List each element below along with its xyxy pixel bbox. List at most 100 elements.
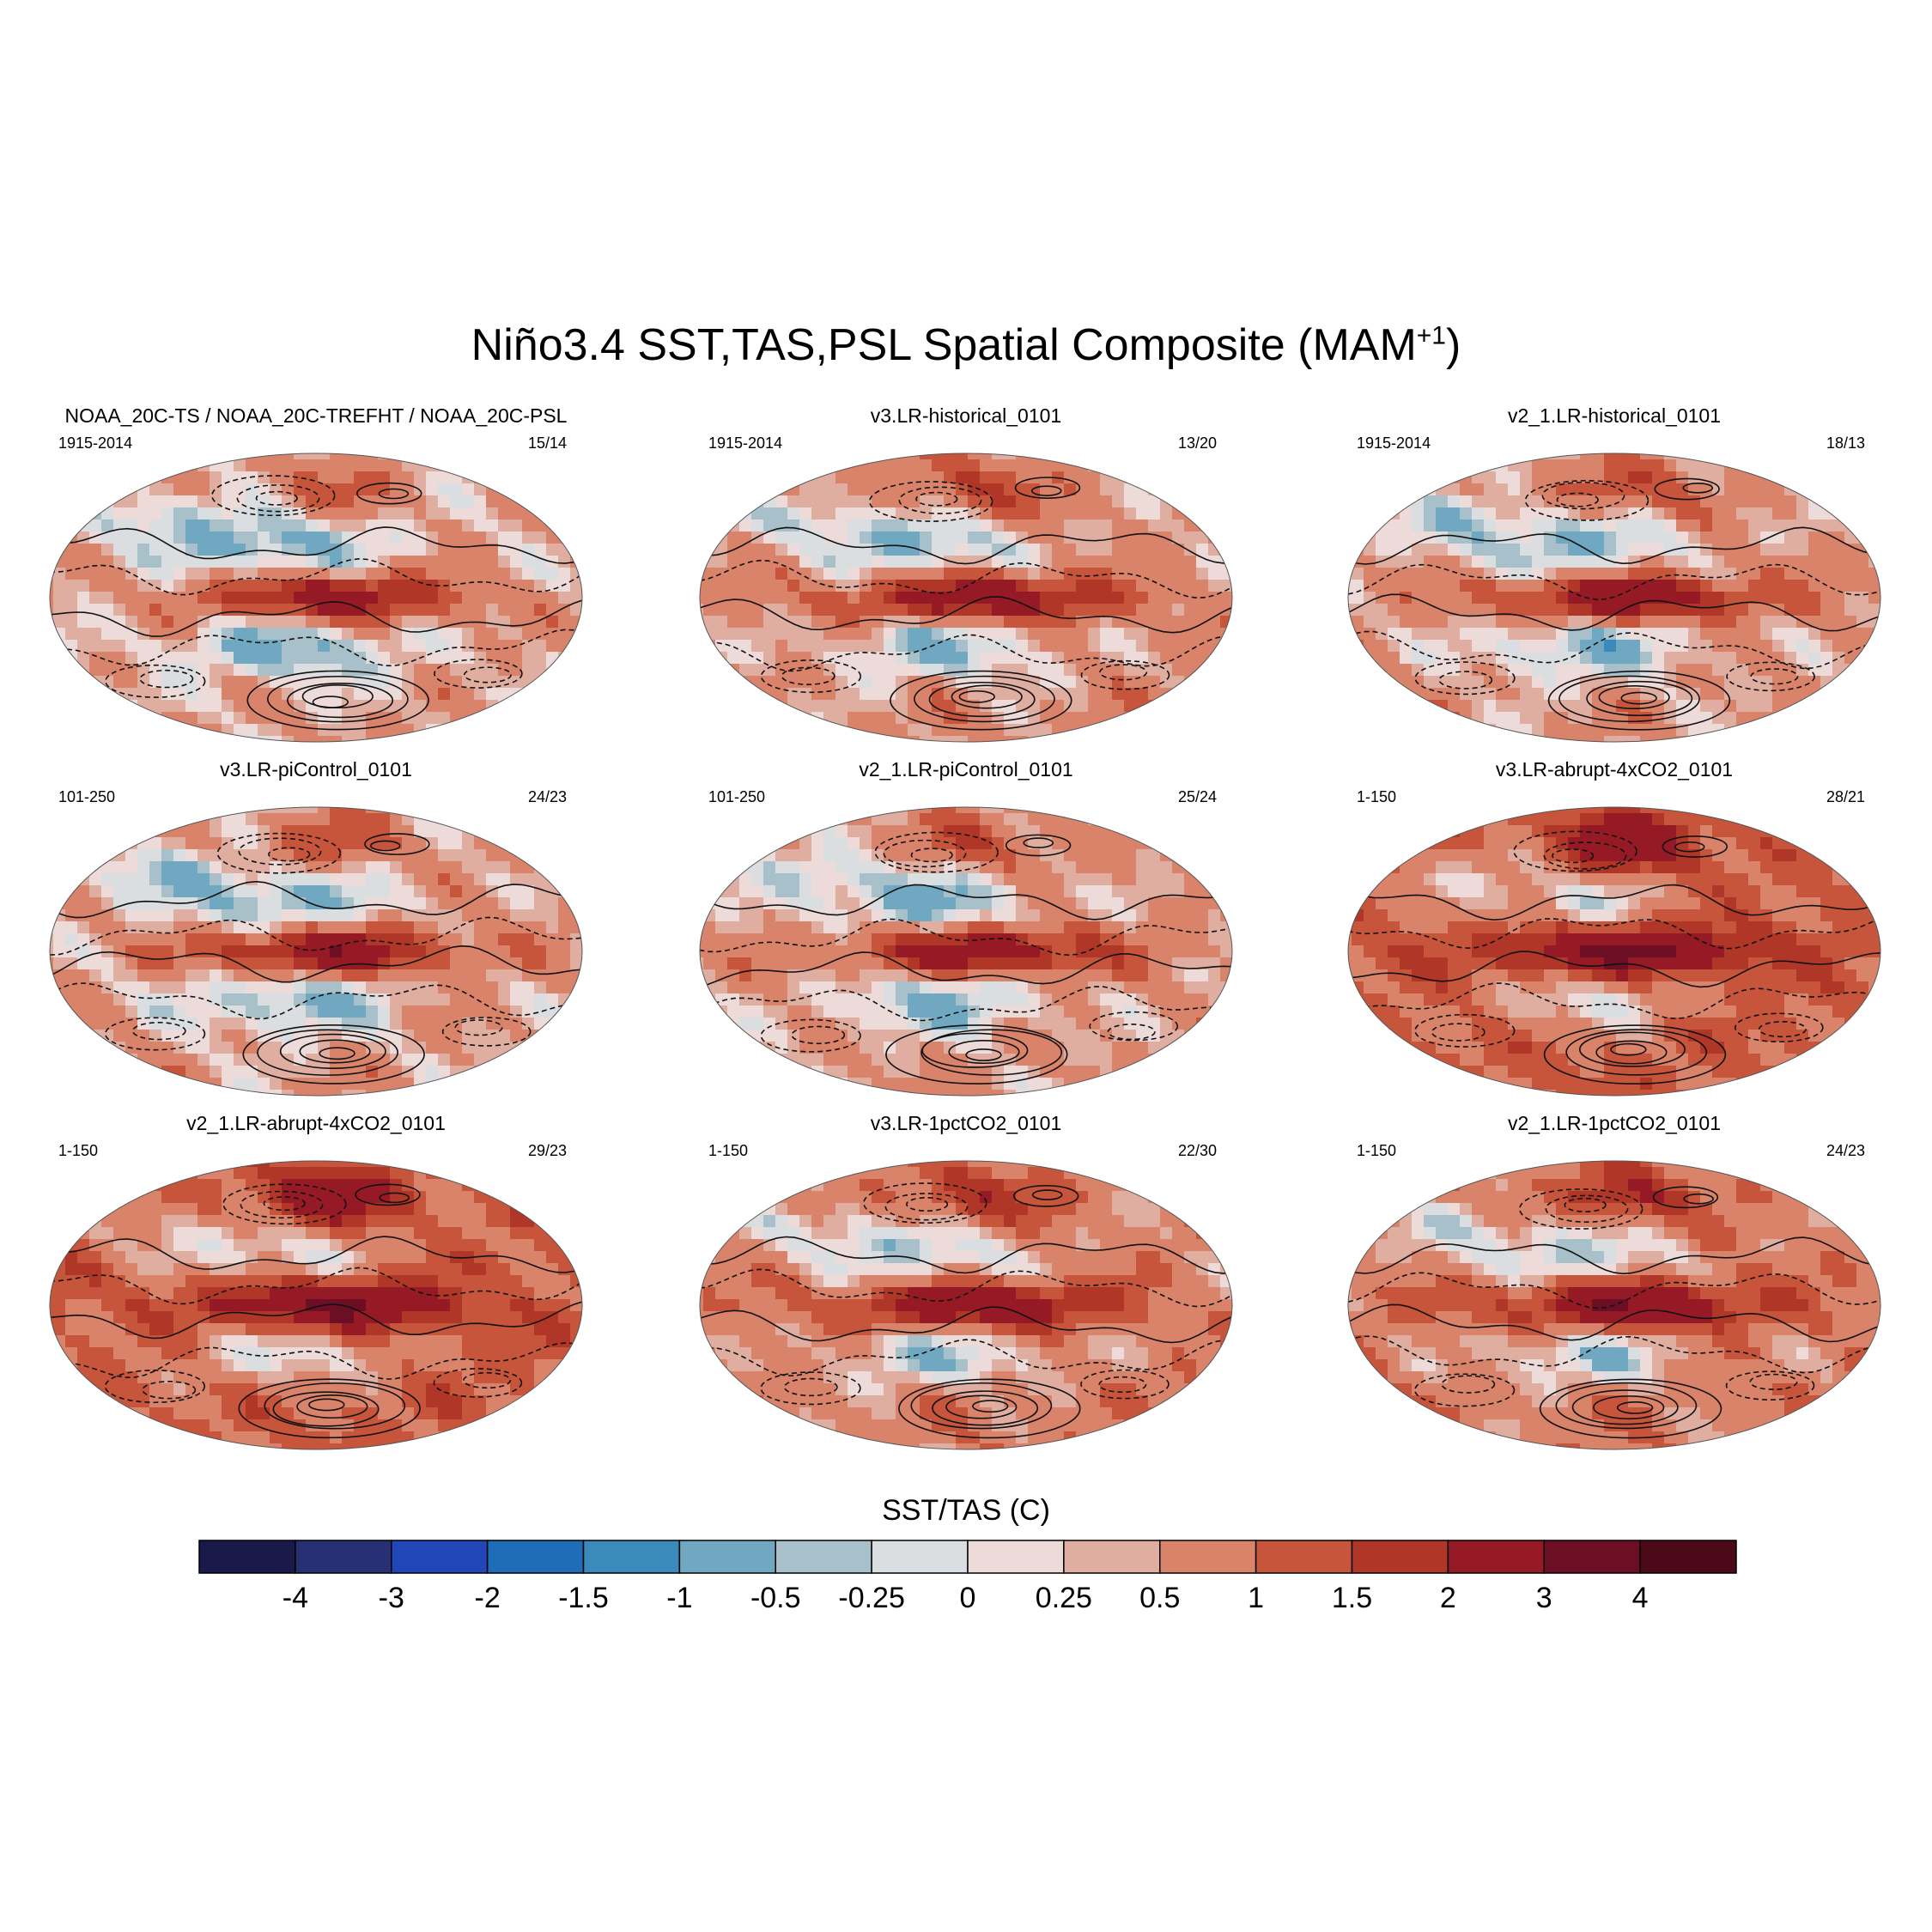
psl-contour	[236, 484, 320, 513]
colorbar-swatch	[967, 1540, 1065, 1574]
psl-contour	[299, 1039, 371, 1064]
colorbar-swatch	[391, 1540, 489, 1574]
panel-period: 101-250	[58, 788, 116, 805]
map-border	[1347, 1160, 1881, 1450]
colorbar-swatch	[775, 1540, 872, 1574]
psl-contour	[50, 880, 582, 919]
psl-contour	[1014, 477, 1081, 499]
psl-contour	[441, 1017, 532, 1047]
psl-contour	[1552, 848, 1595, 864]
colorbar-tick-label: -2	[474, 1582, 501, 1614]
psl-contour	[50, 1300, 582, 1340]
psl-contour	[1107, 1024, 1156, 1041]
map-field	[1347, 1160, 1881, 1450]
psl-contour	[1556, 492, 1599, 507]
psl-contour	[296, 1394, 368, 1419]
psl-contour	[1431, 1023, 1485, 1042]
panel-event-count: 24/23	[527, 788, 567, 805]
psl-contour	[781, 666, 835, 686]
psl-contour	[921, 1032, 1029, 1068]
map-border	[699, 453, 1233, 743]
psl-contour	[700, 526, 1232, 565]
psl-contour	[1099, 664, 1148, 681]
psl-contour	[268, 847, 311, 862]
psl-contour	[1414, 1013, 1516, 1048]
psl-contour	[890, 670, 1072, 731]
psl-contour	[1348, 593, 1880, 632]
psl-contour	[1080, 659, 1170, 690]
psl-contour	[700, 918, 1232, 957]
psl-contour	[1543, 1024, 1727, 1085]
psl-contour	[50, 945, 582, 983]
psl-contour	[319, 1047, 355, 1060]
colorbar-swatch	[678, 1540, 776, 1574]
psl-contour	[700, 1339, 1232, 1377]
psl-contour	[1031, 1189, 1063, 1200]
map-panel: v2_1.LR-historical_0101 1915-2014 18/13	[1340, 404, 1889, 748]
psl-contour	[1586, 680, 1693, 717]
psl-contour	[700, 559, 1232, 599]
panel-event-count: 13/20	[1177, 434, 1217, 452]
psl-contour	[1682, 482, 1714, 494]
psl-contour	[257, 1029, 398, 1076]
psl-contour	[355, 1183, 421, 1206]
psl-contour	[255, 490, 298, 506]
psl-contour	[369, 840, 401, 852]
panel-title: v2_1.LR-1pctCO2_0101	[1507, 1112, 1722, 1134]
psl-contours	[50, 832, 582, 1084]
colorbar-swatch	[1639, 1540, 1737, 1574]
map-border	[1347, 806, 1881, 1097]
psl-contour	[463, 1371, 512, 1389]
panel-event-count: 29/23	[527, 1142, 567, 1159]
psl-contour	[1543, 841, 1627, 870]
psl-contour	[216, 832, 342, 874]
psl-contour	[105, 664, 206, 698]
psl-contour	[1023, 837, 1054, 848]
psl-contour	[1348, 951, 1880, 988]
colorbar-tick-label: -0.5	[750, 1582, 801, 1614]
psl-contour	[264, 1382, 406, 1430]
psl-contour	[1683, 1193, 1714, 1205]
psl-contour	[760, 1371, 861, 1406]
panel-title: v3.LR-historical_0101	[870, 404, 1062, 427]
psl-contour	[972, 1400, 1009, 1413]
psl-contour	[1348, 1272, 1880, 1309]
psl-contour	[1749, 1373, 1798, 1390]
temperature-anomaly-field	[50, 453, 582, 742]
map-panel: v2_1.LR-piControl_0101 101-250 25/24	[691, 758, 1241, 1102]
psl-contour	[914, 675, 1055, 723]
psl-contour	[885, 1024, 1068, 1084]
psl-contour	[272, 1391, 380, 1427]
psl-contour	[928, 681, 1036, 718]
psl-contour	[700, 951, 1232, 989]
psl-contour	[50, 629, 582, 667]
panel-period: 101-250	[708, 788, 766, 805]
map-border	[49, 1160, 583, 1450]
panel-event-count: 22/30	[1177, 1142, 1217, 1159]
psl-contour	[1593, 1395, 1665, 1420]
psl-contour	[1348, 526, 1880, 565]
psl-contour	[906, 1196, 949, 1212]
psl-contours	[50, 475, 582, 731]
figure-title-end: )	[1445, 320, 1461, 370]
psl-contour	[920, 1029, 1063, 1076]
psl-contour	[301, 684, 374, 709]
psl-contour	[238, 837, 322, 866]
psl-contour	[883, 839, 967, 868]
colorbar-title: SST/TAS (C)	[882, 1494, 1050, 1527]
panel-title: v3.LR-piControl_0101	[220, 758, 412, 781]
panel-event-count: 24/23	[1826, 1142, 1865, 1159]
psl-contour	[1758, 1020, 1807, 1038]
psl-contours	[700, 1182, 1232, 1439]
map-field	[699, 1160, 1233, 1450]
psl-contour	[700, 596, 1232, 634]
psl-contour	[238, 1378, 421, 1439]
psl-contour	[246, 670, 429, 731]
psl-contour	[1348, 884, 1880, 921]
psl-contour	[240, 1190, 324, 1219]
psl-contours	[1348, 830, 1880, 1085]
psl-contour	[1414, 1373, 1516, 1407]
psl-contours	[1348, 477, 1880, 731]
colorbar-swatch	[486, 1540, 585, 1574]
map-panel: NOAA_20C-TS / NOAA_20C-TREFHT / NOAA_20C…	[41, 404, 591, 748]
